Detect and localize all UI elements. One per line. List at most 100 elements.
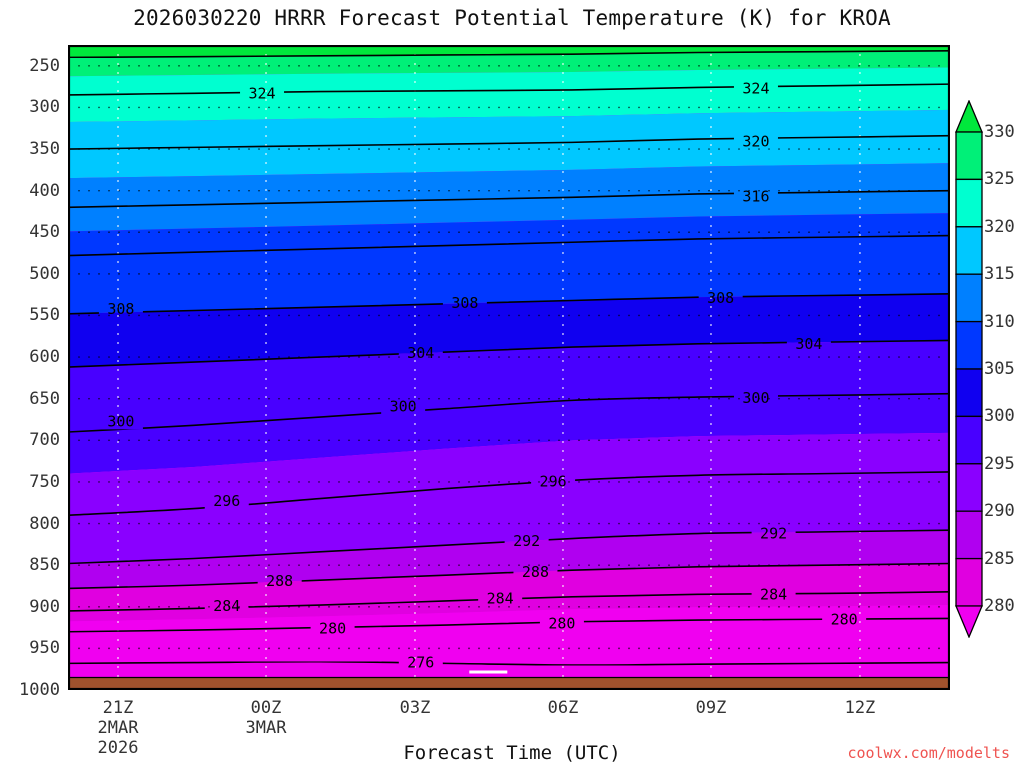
contour-label-304-1: 304 [795,335,822,353]
colorbar [955,100,983,638]
colorbar-segment-1 [955,178,983,228]
colorbar-segment-6 [955,415,983,465]
terrain-ground [68,677,950,690]
x-tick-date: 3MAR [245,718,287,738]
contour-label-300-1: 300 [390,397,417,415]
y-tick-label-400: 400 [29,180,60,201]
colorbar-tick-330: 330 [984,122,1015,142]
x-axis-title: Forecast Time (UTC) [403,742,621,764]
x-tick-time: 06Z [547,698,579,718]
contour-label-288-1: 288 [522,563,549,581]
watermark: coolwx.com/modelts [847,744,1010,762]
x-tick-time: 03Z [399,698,431,718]
contour-label-284-1: 284 [487,590,514,608]
contour-312 [68,234,950,257]
surface-marker [469,670,508,674]
colorbar-segment-9 [955,557,983,607]
y-axis: 250 300 350 400 450 500 550 600 650 700 750 800 850 9… [0,0,68,768]
colorbar-swatches [955,100,983,638]
x-tick-time: 00Z [250,698,282,718]
x-tick-time: 12Z [844,698,876,718]
y-tick-label-800: 800 [29,513,60,534]
x-tick-06Z: 06Z [548,698,579,718]
contour-316 [68,189,950,209]
page-title: 2026030220 HRRR Forecast Potential Tempe… [133,6,891,30]
contour-label-276-0: 276 [407,654,434,672]
contour-label-280-1: 280 [548,615,575,633]
contour-label-292-0: 292 [513,532,540,550]
x-axis: 21Z 2MAR 2026 00Z 3MAR 03Z 06Z 09Z 12Z [0,690,1024,768]
colorbar-segment-2 [955,226,983,275]
contour-label-296-0: 296 [213,492,240,510]
y-tick-label-300: 300 [29,97,60,118]
y-tick-label-250: 250 [29,55,60,76]
y-tick-label-450: 450 [29,222,60,243]
y-tick-label-550: 550 [29,305,60,326]
contour-label-324-1: 324 [742,79,769,97]
y-tick-label-650: 650 [29,388,60,409]
colorbar-tick-315: 315 [984,264,1015,285]
contour-276 [68,660,950,666]
contour-label-324-0: 324 [248,84,275,102]
contour-320 [68,134,950,150]
contour-label-296-1: 296 [540,472,567,490]
colorbar-tick-290: 290 [984,501,1015,522]
colorbar-tick-285: 285 [984,548,1015,569]
colorbar-tick-280: 280 [984,596,1015,616]
x-tick-date: 2MAR [97,718,139,738]
contour-284 [68,590,950,612]
colorbar-tick-320: 320 [984,216,1015,237]
x-tick-time: 21Z [102,698,134,718]
plot-area: 276 280 280 280 284 284 284 288 288 292 292 296 296 3… [68,45,950,690]
x-tick-03Z: 03Z [400,698,431,718]
colorbar-tick-310: 310 [984,311,1015,332]
contour-label-308-2: 308 [707,289,734,307]
contour-label-300-2: 300 [742,389,769,407]
contour-label-280-2: 280 [831,610,858,628]
contour-324 [68,83,950,96]
contour-plot: 276 280 280 280 284 284 284 288 288 292 292 296 296 3… [68,45,950,690]
fill-band-lowest [68,605,950,690]
y-tick-label-600: 600 [29,347,60,368]
fill-band-8a00ff [68,432,950,564]
colorbar-tick-305: 305 [984,359,1015,379]
contour-label-280-0: 280 [319,620,346,638]
colorbar-segment-5 [955,368,983,418]
colorbar-tick-295: 295 [984,453,1015,474]
y-tick-label-950: 950 [29,638,60,659]
contour-label-284-2: 284 [760,585,787,603]
y-tick-label-500: 500 [29,263,60,284]
contour-label-284-0: 284 [213,597,240,615]
contour-288 [68,562,950,590]
fill-band-1000f0 [68,293,950,368]
contour-292 [68,529,950,565]
y-tick-label-350: 350 [29,139,60,160]
contour-296 [68,471,950,517]
colorbar-tick-300: 300 [984,406,1015,427]
fill-band-00e83c [68,45,950,58]
y-tick-label-700: 700 [29,430,60,451]
colorbar-segment-3 [955,273,983,323]
colorbar-segment-7 [955,463,983,512]
contour-308 [68,293,950,315]
x-tick-time: 09Z [695,698,727,718]
colorbar-segment-0 [955,131,983,181]
contour-label-316-0: 316 [742,188,769,206]
contour-280 [68,617,950,633]
x-tick-year: 2026 [97,738,139,758]
contour-label-288-0: 288 [266,572,293,590]
contour-328 [68,50,950,59]
contour-label-292-1: 292 [760,525,787,543]
x-tick-09Z: 09Z [696,698,727,718]
contour-label-304-0: 304 [407,344,434,362]
colorbar-under-arrow [955,605,983,638]
colorbar-over-arrow [955,100,983,133]
fill-band-b000f0 [68,530,950,589]
contour-label-308-1: 308 [451,294,478,312]
y-tick-label-900: 900 [29,596,60,617]
plot-frame [68,45,950,690]
y-tick-label-850: 850 [29,555,60,576]
colorbar-segment-8 [955,510,983,560]
contour-label-320-0: 320 [742,133,769,151]
